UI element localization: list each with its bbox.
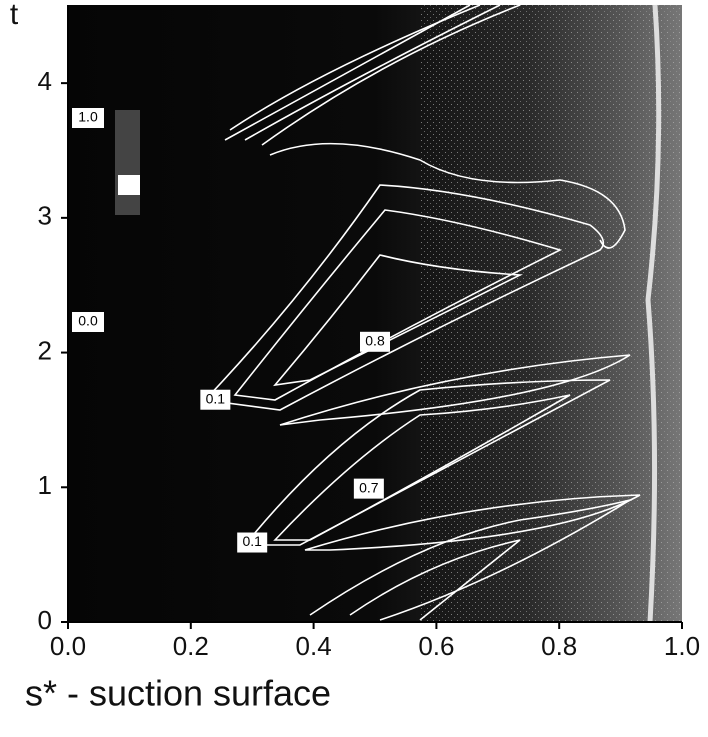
y-tick-label: 1 xyxy=(38,470,52,500)
y-tick-label: 2 xyxy=(38,335,52,365)
y-axis-label: t xyxy=(10,0,19,31)
y-tick-label: 3 xyxy=(38,201,52,231)
colorbar-label-box xyxy=(72,108,104,128)
contour-label-box xyxy=(360,331,390,352)
x-tick-label: 0.8 xyxy=(541,631,577,661)
x-tick-label: 0.2 xyxy=(173,631,209,661)
y-tick-label: 4 xyxy=(38,66,52,96)
contour-label-box xyxy=(353,478,384,499)
colorbar-label-box xyxy=(72,312,104,332)
contour-label: 0.1 xyxy=(206,390,226,406)
y-tick-label: 0 xyxy=(38,605,52,635)
contour-label: 0.7 xyxy=(359,479,379,495)
contour-label-box xyxy=(237,532,268,553)
noise xyxy=(420,5,682,622)
x-tick-label: 1.0 xyxy=(664,631,700,661)
contour-label: 0.8 xyxy=(365,332,385,348)
contour-label-box xyxy=(200,389,231,410)
x-tick-label: 0.6 xyxy=(418,631,454,661)
x-tick-label: 0.0 xyxy=(50,631,86,661)
wakes xyxy=(203,4,641,621)
colorbar-band xyxy=(118,175,140,195)
contour-label: 0.1 xyxy=(242,533,262,549)
x-axis-label: s* - suction surface xyxy=(25,673,331,714)
x-tick-label: 0.4 xyxy=(296,631,332,661)
trailing-edge xyxy=(645,4,662,623)
colorbar-label: 0.0 xyxy=(78,313,98,329)
colorbar-label: 1.0 xyxy=(78,109,98,125)
colorbar xyxy=(115,110,140,215)
